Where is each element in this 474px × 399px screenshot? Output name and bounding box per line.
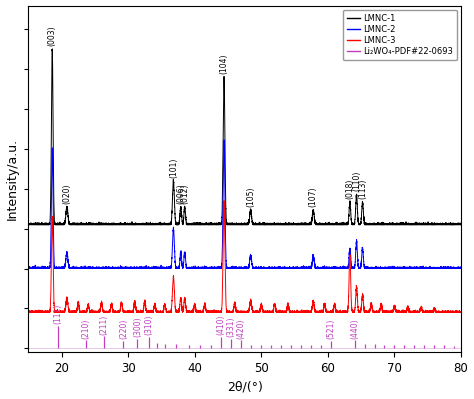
Text: (101): (101) bbox=[169, 157, 178, 178]
Text: (107): (107) bbox=[309, 187, 318, 207]
Text: (006): (006) bbox=[176, 183, 185, 204]
Text: (410): (410) bbox=[217, 315, 226, 336]
Text: (113): (113) bbox=[358, 179, 367, 199]
Text: (020): (020) bbox=[63, 184, 72, 204]
Text: (012): (012) bbox=[180, 184, 189, 204]
Text: (220): (220) bbox=[119, 319, 128, 340]
Text: (420): (420) bbox=[237, 318, 246, 339]
Text: (111): (111) bbox=[53, 304, 62, 324]
Text: (211): (211) bbox=[100, 314, 109, 335]
Text: (210): (210) bbox=[81, 318, 90, 339]
Text: (018): (018) bbox=[346, 179, 355, 199]
Text: (110): (110) bbox=[352, 171, 361, 191]
Text: (310): (310) bbox=[144, 315, 153, 336]
Legend: LMNC-1, LMNC-2, LMNC-3, Li₂WO₄-PDF#22-0693: LMNC-1, LMNC-2, LMNC-3, Li₂WO₄-PDF#22-06… bbox=[343, 10, 457, 60]
Text: (003): (003) bbox=[48, 26, 57, 46]
Text: (104): (104) bbox=[219, 53, 228, 74]
Text: (331): (331) bbox=[227, 316, 236, 337]
Text: (300): (300) bbox=[133, 316, 142, 337]
Text: (105): (105) bbox=[246, 187, 255, 207]
Text: (521): (521) bbox=[327, 319, 336, 340]
X-axis label: 2θ/(°): 2θ/(°) bbox=[227, 380, 263, 393]
Y-axis label: Intensity/a.u.: Intensity/a.u. bbox=[6, 138, 18, 220]
Text: (440): (440) bbox=[351, 318, 360, 339]
